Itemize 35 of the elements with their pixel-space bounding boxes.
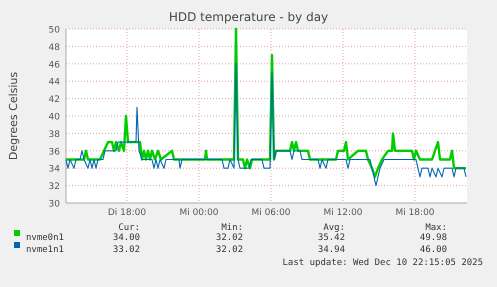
chart-title: HDD temperature - by day: [168, 10, 328, 24]
y-tick-label: 34: [48, 164, 60, 175]
y-tick-label: 48: [48, 42, 60, 53]
text: 46.00: [420, 245, 447, 255]
line-series: [65, 63, 467, 186]
text: 49.98: [420, 233, 447, 243]
x-tick-label: Mi 12:00: [323, 208, 363, 218]
y-tick-label: 40: [48, 112, 60, 122]
text: 34.00: [112, 233, 140, 243]
x-tick-label: Mi 00:00: [179, 208, 219, 218]
text: 35.42: [318, 233, 345, 243]
text: Last update: Wed Dec 10 22:15:05 2025: [282, 258, 483, 268]
y-tick-label: 46: [48, 60, 60, 70]
y-tick-label: 36: [48, 147, 60, 158]
x-tick-label: Di 18:00: [108, 208, 146, 218]
y-tick-label: 50: [48, 26, 60, 36]
y-tick-label: 44: [48, 78, 60, 88]
text: Cur:: [118, 223, 140, 233]
legend-label: nvme1n1: [26, 245, 64, 255]
y-tick-label: 32: [48, 182, 60, 192]
text: Min:: [221, 223, 243, 233]
legend-label: nvme0n1: [26, 233, 64, 243]
y-tick-label: 38: [48, 130, 60, 140]
y-axis-title: Degrees Celsius: [7, 72, 20, 160]
text: 32.02: [216, 245, 243, 255]
x-tick-label: Mi 18:00: [395, 208, 435, 218]
x-tick-label: Mi 06:00: [251, 208, 291, 218]
text: 33.02: [112, 245, 140, 255]
line-series: [64, 28, 468, 178]
text: Max:: [425, 223, 447, 233]
text: Avg:: [323, 223, 345, 233]
text: 32.02: [216, 233, 243, 243]
text: 34.94: [318, 245, 345, 255]
y-tick-label: 30: [48, 200, 60, 210]
y-tick-label: 42: [48, 95, 60, 106]
